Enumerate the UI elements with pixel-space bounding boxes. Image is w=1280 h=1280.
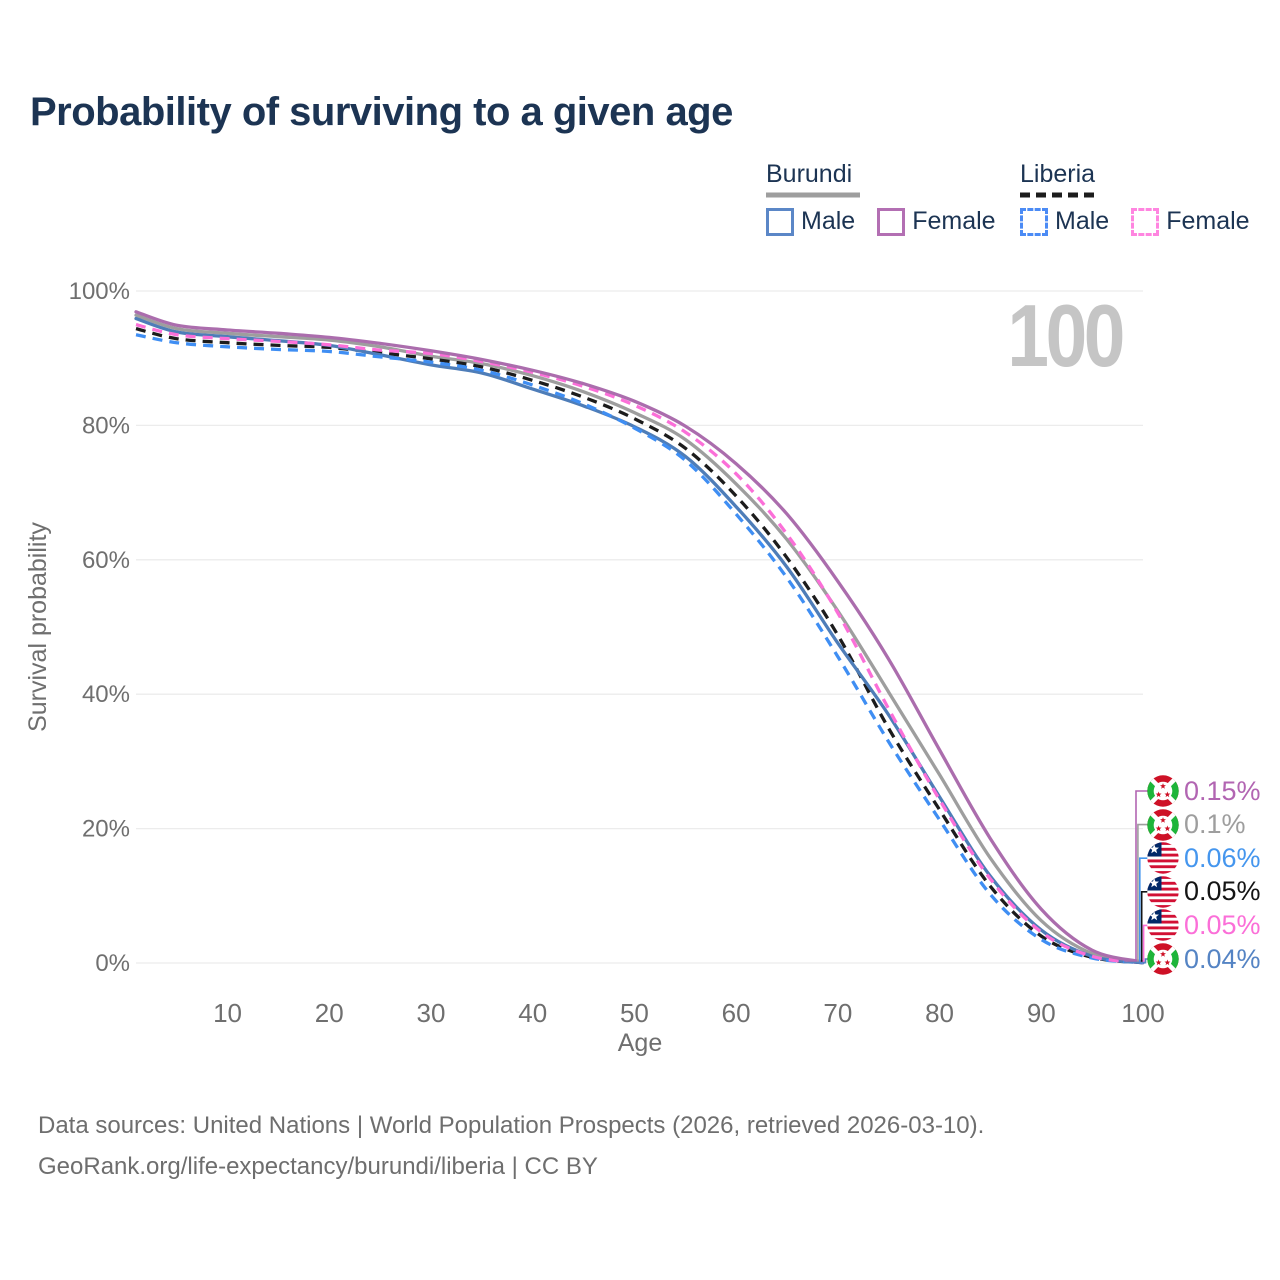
y-tick-label: 60% bbox=[82, 547, 130, 574]
liberia-flag-icon bbox=[1147, 876, 1179, 908]
age-watermark: 100 bbox=[1007, 287, 1123, 385]
legend-group-burundi: Burundi Male Female bbox=[766, 160, 1018, 236]
burundi-flag-icon bbox=[1147, 775, 1179, 807]
leader-line bbox=[1124, 958, 1148, 964]
end-label-value: 0.05% bbox=[1184, 909, 1261, 940]
legend-item-label: Female bbox=[1166, 207, 1250, 235]
legend-item-liberia-female[interactable]: Female bbox=[1131, 207, 1250, 236]
legend-items-liberia: Male Female bbox=[1020, 207, 1272, 236]
y-tick-label: 0% bbox=[95, 950, 130, 977]
x-tick-label: 90 bbox=[1027, 998, 1056, 1028]
liberia-flag-icon bbox=[1147, 909, 1179, 942]
end-label-row: 0.05% bbox=[1147, 875, 1261, 909]
end-label-row: 0.06% bbox=[1147, 841, 1261, 875]
y-tick-label: 40% bbox=[82, 681, 130, 708]
legend-item-burundi-male[interactable]: Male bbox=[766, 207, 855, 236]
legend-country-label: Liberia bbox=[1020, 160, 1096, 188]
burundi-flag-icon bbox=[1147, 808, 1179, 841]
x-tick-label: 100 bbox=[1121, 998, 1164, 1028]
liberia-flag-icon bbox=[1147, 842, 1179, 874]
series-line-lf bbox=[135, 322, 1144, 965]
footer-line-2: GeoRank.org/life-expectancy/burundi/libe… bbox=[38, 1153, 598, 1180]
x-tick-label: 40 bbox=[518, 998, 547, 1028]
series-line-lt bbox=[135, 326, 1144, 965]
survival-curves bbox=[134, 310, 1145, 965]
end-label-value: 0.05% bbox=[1184, 876, 1261, 907]
legend-item-burundi-female[interactable]: Female bbox=[877, 207, 996, 236]
legend-items-burundi: Male Female bbox=[766, 207, 1018, 236]
x-tick-label: 20 bbox=[315, 998, 344, 1028]
footer-line-1: Data sources: United Nations | World Pop… bbox=[38, 1112, 985, 1139]
x-tick-label: 30 bbox=[417, 998, 446, 1028]
x-tick-label: 50 bbox=[620, 998, 649, 1028]
x-tick-label: 10 bbox=[213, 998, 242, 1028]
line-style-swatch-icon bbox=[877, 207, 906, 236]
line-style-swatch-icon bbox=[766, 207, 794, 236]
x-tick-label: 70 bbox=[823, 998, 852, 1028]
legend-country-label: Burundi bbox=[766, 160, 853, 188]
end-label-value: 0.06% bbox=[1184, 842, 1261, 873]
burundi-flag-icon bbox=[1147, 943, 1179, 975]
end-label-value: 0.1% bbox=[1184, 809, 1246, 840]
x-axis-title: Age bbox=[618, 1029, 662, 1057]
legend-item-label: Male bbox=[1055, 207, 1110, 235]
line-style-swatch-icon bbox=[1020, 207, 1048, 236]
end-label-row: 0.15% bbox=[1147, 774, 1261, 808]
legend-item-liberia-male[interactable]: Male bbox=[1020, 207, 1109, 236]
end-label-row: 0.1% bbox=[1147, 808, 1246, 842]
series-line-bf bbox=[134, 310, 1145, 964]
legend-item-label: Female bbox=[912, 207, 996, 235]
page-title: Probability of surviving to a given age bbox=[30, 90, 733, 134]
y-axis-title: Survival probability bbox=[24, 522, 52, 732]
legend-underline bbox=[1020, 192, 1100, 198]
axis-tick-labels: 0% 20% 40% 60% 80% 100% 10 20 30 40 50 60 70 80 90 100 bbox=[69, 278, 1165, 1028]
y-tick-label: 20% bbox=[82, 816, 130, 843]
end-label-row: 0.04% bbox=[1147, 942, 1261, 976]
line-style-swatch-icon bbox=[1131, 207, 1160, 236]
x-tick-label: 60 bbox=[722, 998, 751, 1028]
leader-lines bbox=[1124, 790, 1148, 964]
x-tick-label: 80 bbox=[925, 998, 954, 1028]
series-line-lm bbox=[135, 333, 1144, 965]
y-tick-label: 100% bbox=[69, 278, 130, 305]
legend-group-liberia: Liberia Male Female bbox=[1020, 160, 1272, 236]
legend-underline bbox=[766, 192, 860, 198]
series-line-bt bbox=[134, 313, 1145, 964]
end-label-value: 0.04% bbox=[1184, 943, 1261, 974]
end-label-value: 0.15% bbox=[1184, 775, 1261, 806]
footer: Data sources: United Nations | World Pop… bbox=[38, 1105, 984, 1187]
y-tick-label: 80% bbox=[82, 412, 130, 439]
end-label-row: 0.05% bbox=[1147, 908, 1261, 942]
legend-item-label: Male bbox=[801, 207, 856, 235]
gridlines bbox=[136, 290, 1143, 964]
